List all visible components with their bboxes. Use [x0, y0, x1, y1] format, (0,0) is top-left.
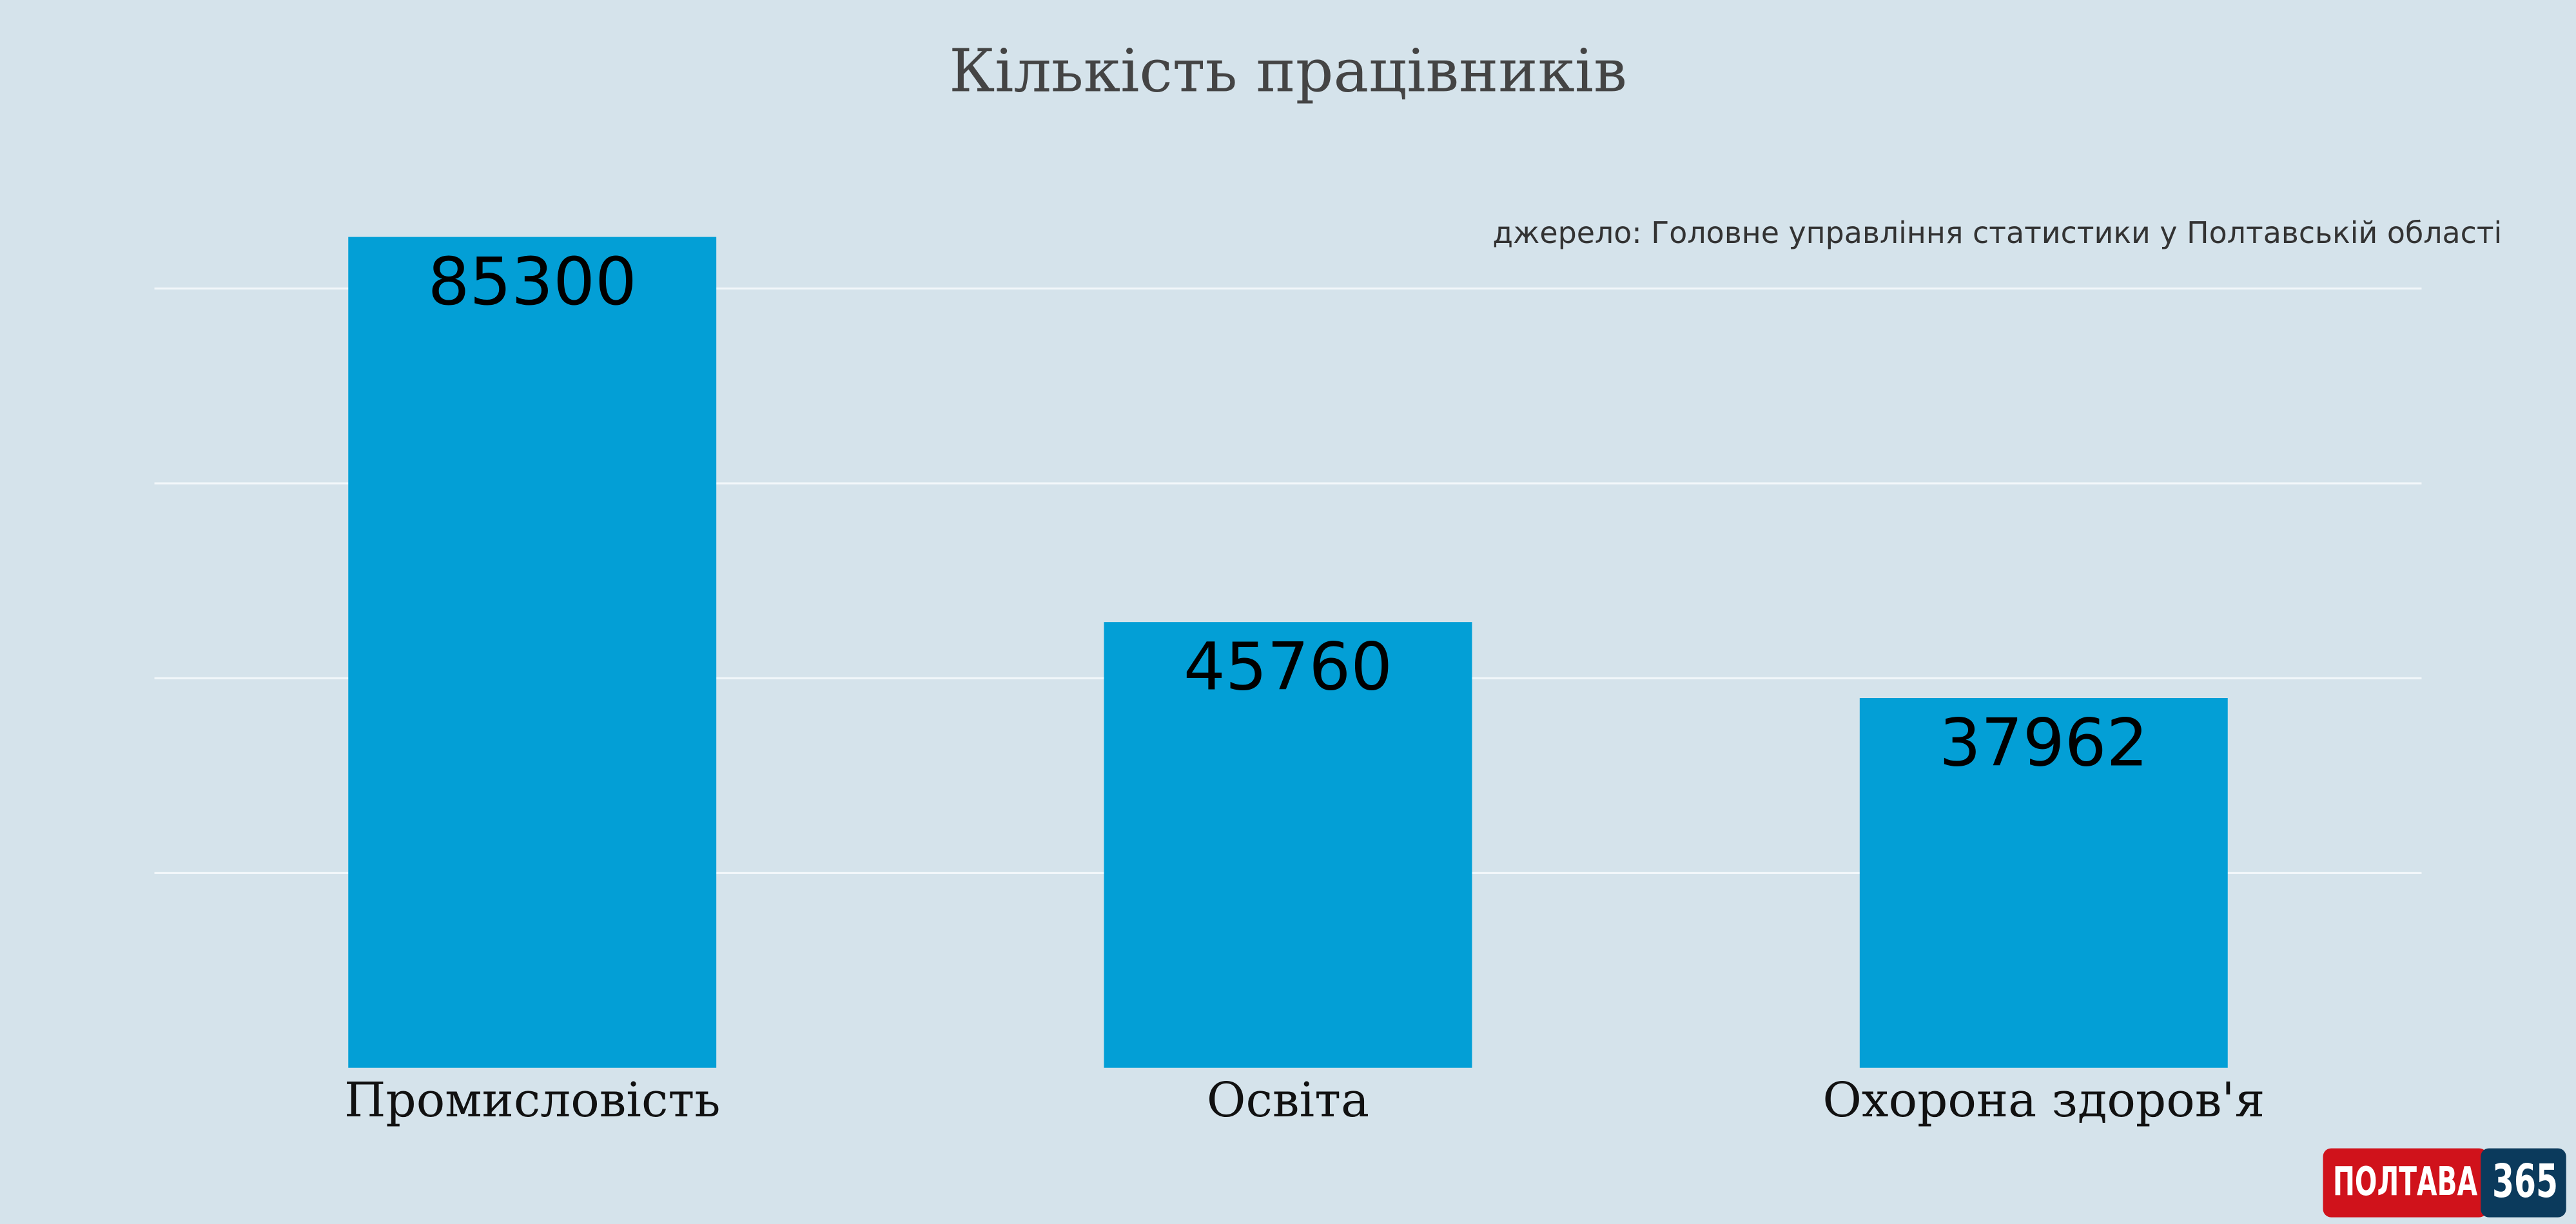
data-label: 37962 [1939, 704, 2148, 781]
bar [348, 237, 717, 1068]
logo-blue [2481, 1148, 2566, 1218]
x-tick-label: Освіта [1207, 1073, 1369, 1128]
logo-red [2323, 1148, 2488, 1218]
data-label: 85300 [428, 244, 637, 320]
logo[interactable]: ПОЛТАВА 365 [2323, 1148, 2566, 1218]
data-label: 45760 [1184, 628, 1392, 705]
chart-title: Кількість працівників [949, 36, 1627, 105]
chart-subtitle: джерело: Головне управління статистики у… [1492, 215, 2502, 250]
logo-name: ПОЛТАВА [2333, 1159, 2478, 1205]
x-tick-label: Охорона здоров'я [1822, 1073, 2265, 1128]
x-tick-label: Промисловість [344, 1073, 720, 1128]
bar [1859, 698, 2228, 1068]
bar [1104, 622, 1472, 1068]
logo-number: 365 [2492, 1154, 2558, 1208]
